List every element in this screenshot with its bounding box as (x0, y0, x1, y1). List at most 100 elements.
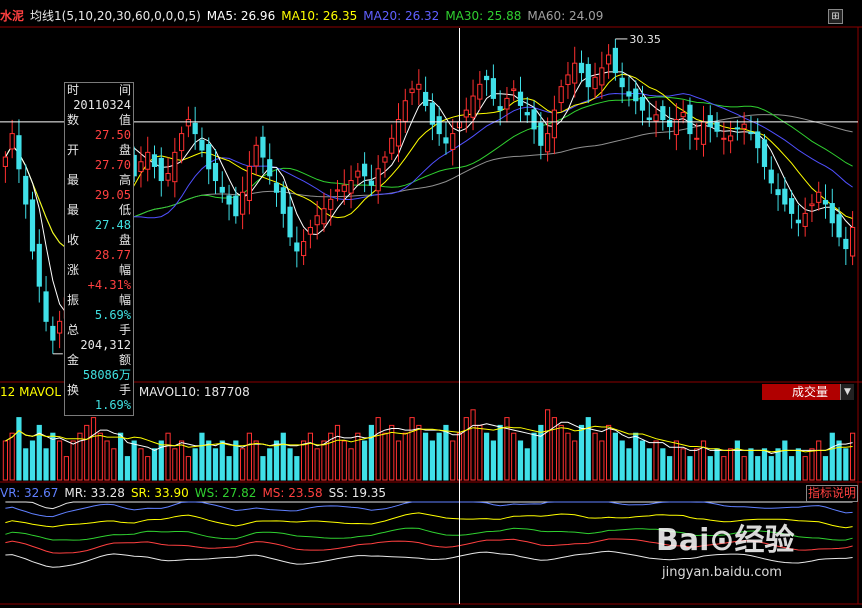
volume-bar (626, 448, 632, 481)
candle-body (606, 54, 612, 65)
volume-bar (90, 417, 97, 481)
candle-body (429, 102, 435, 125)
candle-body (36, 243, 42, 287)
volume-bar (511, 432, 517, 481)
vr-value: VR: 32.67 (0, 486, 59, 500)
volume-bar (314, 448, 320, 481)
candle-body (151, 154, 158, 167)
volume-bar (267, 448, 273, 481)
candle-body (158, 157, 164, 182)
volume-bar (850, 432, 856, 481)
info-label-char: 盘 (118, 143, 131, 157)
candle-body (578, 62, 585, 74)
candle-body (294, 242, 300, 252)
candle-body (409, 88, 415, 94)
candle-body (809, 203, 815, 207)
volume-bar (653, 440, 659, 481)
candle-body (375, 168, 381, 192)
volume-bar (463, 417, 469, 481)
info-label-char: 涨 (67, 263, 80, 277)
volume-bar (84, 424, 90, 481)
volume-bar (822, 456, 829, 481)
volume-bar (63, 456, 69, 481)
volume-bar (524, 448, 530, 481)
volume-bar (606, 424, 612, 481)
candle-body (653, 114, 659, 122)
candle-body (680, 111, 686, 118)
volume-bar (836, 440, 842, 481)
candle-body (233, 195, 239, 217)
volume-bar (307, 432, 313, 481)
volume-ma10-path (5, 425, 853, 453)
info-label-5: 收盘 (65, 233, 133, 248)
info-label-6: 涨幅 (65, 263, 133, 278)
candle-body (782, 188, 788, 205)
volume-bar (423, 432, 429, 481)
candle-body (260, 136, 266, 158)
volume-bar (70, 440, 76, 481)
volume-bar (802, 456, 808, 481)
mavol10-label: MAVOL10: 187708 (138, 385, 250, 399)
candle-body (707, 115, 713, 128)
candle-body (16, 135, 22, 170)
volume-bar (240, 448, 246, 481)
quote-info-panel: 时间 20110324 数值 27.50 开盘 27.70 最高 29.05 最低 27.48 收盘… (64, 82, 134, 416)
maximize-button[interactable]: ⊞ (828, 9, 843, 24)
volume-bar (829, 432, 835, 481)
candle-body (334, 189, 341, 192)
volume-bar (226, 456, 232, 481)
info-label-char: 最 (67, 203, 80, 217)
volume-bar (755, 456, 761, 481)
candle-body (301, 241, 307, 257)
volume-bar (219, 440, 225, 481)
volume-bar (9, 432, 15, 481)
candle-body (206, 144, 212, 170)
volume-bar (321, 440, 327, 481)
volume-bar (395, 440, 402, 481)
candle-body (524, 112, 530, 116)
volume-indicator-select[interactable]: 成交量 ▼ (762, 384, 854, 400)
candle-body (728, 135, 734, 142)
candle-body (341, 184, 347, 192)
volume-bar (192, 448, 198, 481)
candle-body (179, 133, 185, 152)
volume-bar (775, 448, 781, 481)
candle-body (273, 182, 280, 193)
candle-body (836, 214, 842, 238)
ss-value: SS: 19.35 (328, 486, 387, 500)
indicator-header: VR: 32.67 MR: 33.28 SR: 33.90 WS: 27.82 MS: … (0, 485, 392, 501)
mr-value: MR: 33.28 (64, 486, 125, 500)
candle-body (504, 97, 510, 110)
stock-name: 水泥 (0, 9, 25, 23)
candle-body (185, 119, 191, 127)
info-label-char: 开 (67, 143, 80, 157)
candle-body (240, 191, 246, 215)
chevron-down-icon[interactable]: ▼ (840, 384, 854, 400)
indicator-help-button[interactable]: 指标说明 (806, 485, 858, 502)
volume-bar (694, 448, 700, 481)
volume-bar (639, 440, 646, 481)
volume-bar (728, 448, 734, 481)
candle-body (253, 144, 259, 167)
volume-bar (843, 448, 849, 481)
candle-body (572, 62, 578, 84)
candle-body (511, 88, 517, 91)
volume-bar (246, 432, 252, 481)
volume-bar (131, 440, 137, 481)
indicator-line-1 (5, 501, 853, 518)
candle-body (348, 180, 354, 194)
volume-bar (199, 432, 205, 481)
info-label-char: 收 (67, 233, 80, 247)
volume-bar (57, 440, 63, 481)
volume-bar (328, 432, 334, 481)
candle-body (490, 78, 496, 99)
candle-body (29, 199, 36, 252)
volume-bar (436, 432, 442, 481)
volume-bar (816, 440, 822, 481)
candle-body (816, 191, 822, 203)
volume-bar (612, 432, 618, 481)
volume-bar (165, 432, 171, 481)
candle-body (23, 175, 29, 205)
candle-body (470, 95, 476, 118)
